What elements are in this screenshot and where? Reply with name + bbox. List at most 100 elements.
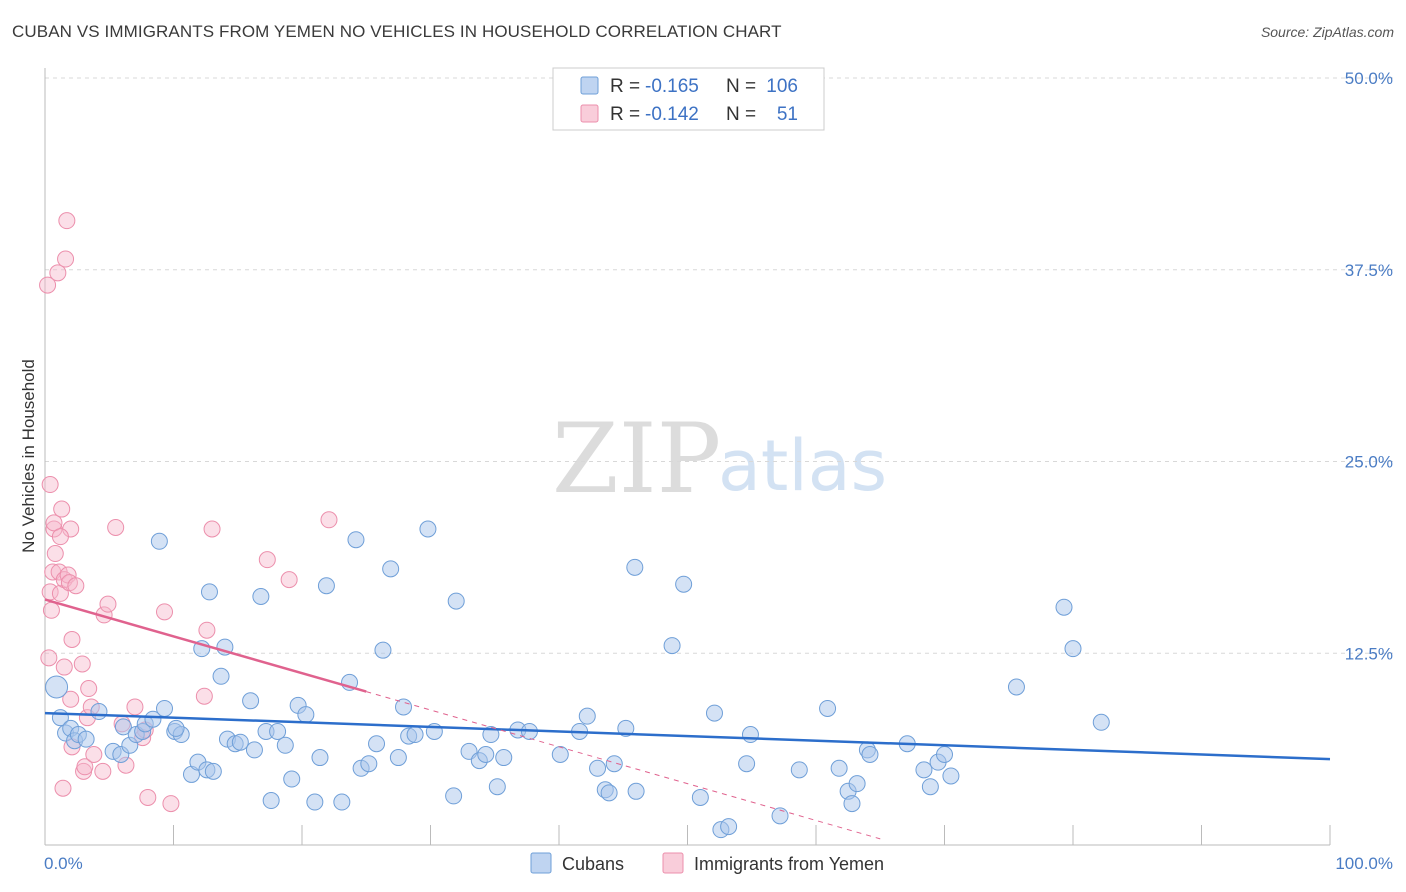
bottom-legend-cubans: Cubans [562, 854, 624, 874]
cubans-point [691, 788, 709, 806]
cubans-point [144, 710, 162, 728]
watermark-zip: ZIP [552, 403, 721, 515]
yemen-point [67, 577, 85, 595]
cubans-point [617, 719, 635, 737]
cubans-point [705, 704, 723, 722]
cubans-point [790, 761, 808, 779]
cubans-point [1092, 713, 1110, 731]
yemen-point [203, 520, 221, 538]
cubans-point [600, 784, 618, 802]
yemen-point [41, 476, 59, 494]
yemen-point [198, 621, 216, 639]
cubans-point [167, 719, 185, 737]
cubans-point [333, 793, 351, 811]
cubans-point [942, 767, 960, 785]
yemen-point [49, 264, 67, 282]
cubans-point [406, 726, 424, 744]
cubans-point [1064, 640, 1082, 658]
watermark-atlas: atlas [718, 425, 887, 507]
cubans-point [283, 770, 301, 788]
cubans-point [200, 583, 218, 601]
yemen-point [53, 500, 71, 518]
cubans-point [242, 692, 260, 710]
cubans-point [245, 741, 263, 759]
series-legend: Cubans Immigrants from Yemen [530, 852, 884, 874]
cubans-point [861, 745, 879, 763]
yemen-trend-line [44, 598, 367, 693]
cubans-points [45, 520, 1110, 839]
yemen-point [126, 698, 144, 716]
y-axis-label: No Vehicles in Household [19, 359, 38, 553]
source-credit: Source: ZipAtlas.com [1260, 24, 1394, 40]
legend-n-value-yemen: 51 [777, 104, 798, 125]
yemen-point [85, 745, 103, 763]
cubans-point [738, 755, 756, 773]
yemen-point [80, 680, 98, 698]
yemen-point [320, 511, 338, 529]
cubans-point [262, 792, 280, 810]
yemen-point [40, 649, 58, 667]
yemen-point [58, 212, 76, 230]
cubans-point [306, 793, 324, 811]
cubans-point [347, 531, 365, 549]
cubans-point [830, 759, 848, 777]
cubans-point [360, 755, 378, 773]
cubans-point [551, 745, 569, 763]
cubans-point [447, 592, 465, 610]
x-tick-labels: 0.0% 100.0% [44, 854, 1393, 873]
cubans-point [477, 745, 495, 763]
yemen-point [54, 779, 72, 797]
cubans-point [1055, 598, 1073, 616]
yemen-point [51, 528, 69, 546]
cubans-point [389, 749, 407, 767]
yemen-point [45, 514, 63, 532]
y-tick-labels: 12.5% 25.0% 37.5% 50.0% [1345, 69, 1393, 663]
cubans-point [77, 730, 95, 748]
yemen-point [39, 276, 57, 294]
yemen-point [107, 518, 125, 536]
axes [44, 68, 1331, 846]
yemen-point [46, 545, 64, 563]
cubans-point [374, 641, 392, 659]
cubans-point [368, 735, 386, 753]
cubans-point [589, 759, 607, 777]
yemen-point [280, 571, 298, 589]
legend-r-label-cubans: R = [610, 76, 640, 97]
cubans-point [231, 733, 249, 751]
cubans-point [311, 749, 329, 767]
cubans-point [771, 807, 789, 825]
cubans-point [297, 706, 315, 724]
legend-swatch-cubans [580, 76, 599, 95]
cubans-point [482, 726, 500, 744]
cubans-point [675, 575, 693, 593]
yemen-point [258, 551, 276, 569]
cubans-point [1007, 678, 1025, 696]
legend-r-label-yemen: R = [610, 104, 640, 125]
legend-n-label-cubans: N = [726, 76, 756, 97]
y-tick-label: 50.0% [1345, 69, 1393, 88]
cubans-point [663, 637, 681, 655]
cubans-point [819, 699, 837, 717]
chart-title: CUBAN VS IMMIGRANTS FROM YEMEN NO VEHICL… [12, 22, 782, 41]
cubans-point [495, 749, 513, 767]
cubans-trend-line [44, 711, 1331, 761]
legend-r-value-cubans: -0.165 [645, 76, 699, 97]
legend-n-value-cubans: 106 [766, 76, 798, 97]
yemen-point [55, 658, 73, 676]
cubans-point [114, 718, 132, 736]
cubans-point [578, 707, 596, 725]
cubans-point [626, 558, 644, 576]
cubans-point [269, 722, 287, 740]
cubans-point [915, 761, 933, 779]
cubans-point [317, 577, 335, 595]
cubans-point [843, 795, 861, 813]
cubans-point [936, 745, 953, 763]
yemen-point [195, 687, 213, 705]
yemen-point [73, 655, 91, 673]
cubans-point [605, 755, 623, 773]
cubans-point [848, 775, 866, 793]
yemen-point [94, 762, 112, 780]
cubans-point [276, 736, 294, 754]
cubans-point [45, 675, 69, 699]
cubans-point [395, 698, 413, 716]
